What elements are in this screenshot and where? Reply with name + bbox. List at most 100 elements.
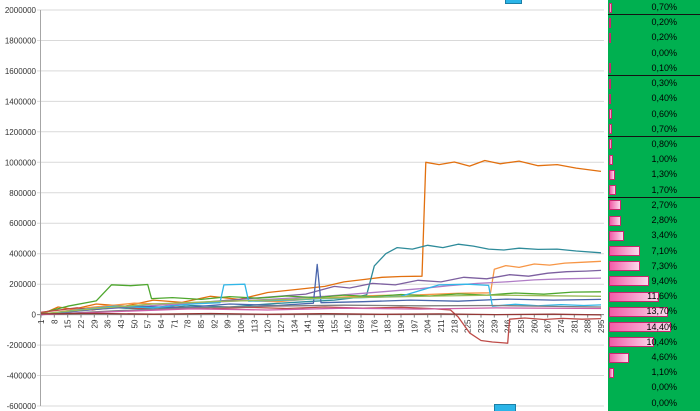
percent-row[interactable]: 10,40% [608,335,700,350]
svg-text:92: 92 [210,319,219,328]
percent-data-bar [609,109,612,120]
cyan-cell-fragment-top [505,0,522,4]
percent-value: 9,40% [651,275,677,286]
percent-row[interactable]: 0,10% [608,61,700,77]
svg-text:127: 127 [277,319,286,333]
percent-value: 0,30% [651,78,677,89]
percent-row[interactable]: 0,20% [608,30,700,45]
x-axis-labels: 1 8 15 22 29 36 43 50 57 64 71 78 85 92 99 106 113 120 127… [37,314,606,333]
percent-row[interactable]: 9,40% [608,274,700,289]
percent-data-bar [609,185,616,196]
series-line-gray [40,304,602,316]
svg-text:169: 169 [357,319,366,333]
gridlines [37,9,604,407]
svg-text:274: 274 [557,319,566,333]
percent-data-bar [609,322,671,333]
percent-row[interactable]: 0,00% [608,46,700,61]
percent-data-bar [609,139,612,150]
svg-text:232: 232 [477,319,486,333]
svg-text:218: 218 [450,319,459,333]
y-axis-labels: 2000000180000016000001400000120000010000… [5,6,37,411]
svg-text:190: 190 [397,319,406,333]
percent-row[interactable]: 2,70% [608,198,700,213]
percent-row[interactable]: 0,70% [608,0,700,16]
svg-text:99: 99 [224,319,233,328]
percent-data-bar [609,276,649,287]
percent-value: 0,20% [651,17,677,28]
svg-text:155: 155 [330,319,339,333]
percent-data-bar [609,63,611,74]
percent-value: 0,00% [651,382,677,393]
svg-text:-600000: -600000 [7,402,37,411]
percent-value: 0,80% [651,138,677,149]
percent-row[interactable]: 7,30% [608,259,700,274]
percent-row[interactable]: 0,20% [608,15,700,30]
percent-row[interactable]: 0,30% [608,76,700,91]
svg-text:64: 64 [157,319,166,328]
svg-text:288: 288 [584,319,593,333]
percent-row[interactable]: 1,30% [608,167,700,182]
percent-value: 10,40% [646,336,677,347]
svg-text:106: 106 [237,319,246,333]
percent-row[interactable]: 0,00% [608,396,700,411]
percent-value: 0,00% [651,47,677,58]
svg-text:1800000: 1800000 [5,37,37,46]
svg-text:267: 267 [544,319,553,333]
percent-data-bar [609,246,640,256]
svg-text:600000: 600000 [9,219,36,228]
svg-text:113: 113 [250,319,259,332]
svg-text:85: 85 [197,319,206,328]
cyan-cell-fragment-bottom [494,404,516,411]
svg-text:148: 148 [317,319,326,333]
percent-row[interactable]: 0,00% [608,380,700,395]
percent-row[interactable]: 7,10% [608,244,700,259]
svg-text:1000000: 1000000 [5,158,37,167]
svg-text:1400000: 1400000 [5,97,37,106]
svg-text:22: 22 [77,319,86,328]
percent-value: 4,60% [651,352,677,363]
percent-row[interactable]: 13,70% [608,304,700,319]
percent-data-bar [609,291,659,302]
svg-text:183: 183 [384,319,393,333]
percent-data-bar [609,2,612,13]
svg-text:1200000: 1200000 [5,128,37,137]
percent-data-bar [609,306,668,317]
percent-row[interactable]: 1,10% [608,365,700,380]
svg-text:50: 50 [130,319,139,328]
percent-row[interactable]: 0,80% [608,137,700,152]
percent-row[interactable]: 1,00% [608,152,700,167]
percent-row[interactable]: 4,60% [608,350,700,365]
svg-text:225: 225 [464,319,473,333]
percent-value: 14,40% [646,321,677,332]
series-lines [40,159,602,344]
series-line-teal [40,243,602,316]
percent-data-bar [609,337,654,348]
percent-row[interactable]: 1,70% [608,183,700,198]
percent-row[interactable]: 3,40% [608,228,700,243]
percent-value: 0,10% [651,62,677,73]
percent-value: 0,70% [651,2,677,12]
svg-text:134: 134 [290,319,299,333]
percent-row[interactable]: 0,40% [608,91,700,106]
equity-chart[interactable]: 2000000 1800000 1600000 1400000 1200000 10000… [0,0,608,411]
series-line-blue [40,263,602,316]
series-line-magenta [40,307,602,316]
svg-text:36: 36 [104,319,113,328]
percent-row[interactable]: 0,60% [608,107,700,122]
equity-chart-svg: 2000000180000016000001400000120000010000… [5,6,606,411]
svg-text:8: 8 [50,319,59,324]
percent-value: 7,30% [651,260,677,271]
percent-value: 0,00% [651,397,677,408]
svg-text:-400000: -400000 [7,372,37,381]
svg-text:57: 57 [144,319,153,328]
svg-text:197: 197 [410,319,419,333]
svg-text:211: 211 [437,319,446,332]
percent-row[interactable]: 11,60% [608,289,700,304]
percent-data-bar [609,352,629,363]
percent-row[interactable]: 0,70% [608,122,700,137]
percent-row[interactable]: 14,40% [608,320,700,335]
percent-data-bar [609,17,611,28]
svg-text:15: 15 [64,319,73,328]
svg-text:176: 176 [370,319,379,333]
percent-row[interactable]: 2,80% [608,213,700,228]
